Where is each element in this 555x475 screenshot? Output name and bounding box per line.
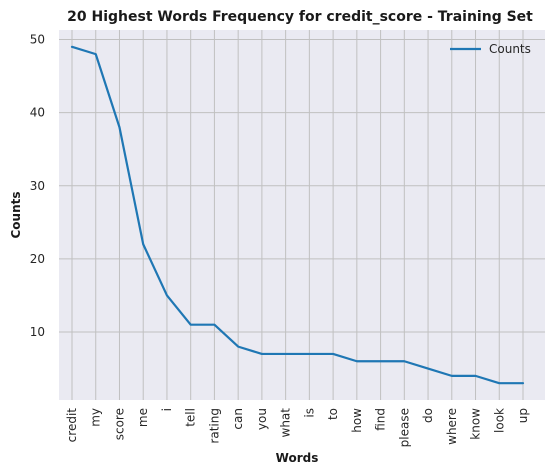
x-tick-labels: credit my score me i tell rating can you what is to… [65, 408, 530, 448]
x-tick-label: please [397, 408, 411, 447]
y-tick-label: 10 [30, 325, 45, 339]
y-tick-label: 50 [30, 33, 45, 47]
chart-title: 20 Highest Words Frequency for credit_sc… [67, 9, 533, 25]
x-tick-label: look [492, 408, 506, 433]
plot-area [59, 30, 545, 400]
series-line-counts [70, 45, 525, 385]
x-tick-label: rating [207, 408, 221, 444]
x-tick-label: you [255, 408, 269, 430]
y-tick-labels: 10 20 30 40 50 [30, 33, 45, 339]
x-tick-label: do [421, 408, 435, 423]
legend-label-counts: Counts [489, 42, 531, 56]
x-tick-label: up [516, 408, 530, 423]
legend: Counts [450, 42, 531, 56]
grid [59, 30, 545, 400]
y-tick-label: 30 [30, 179, 45, 193]
x-tick-label: my [89, 408, 103, 427]
x-tick-label: score [112, 408, 126, 440]
x-tick-label: i [160, 408, 174, 411]
y-axis-label: Counts [9, 191, 23, 238]
x-tick-label: credit [65, 408, 79, 443]
x-tick-label: tell [184, 408, 198, 427]
x-tick-label: how [350, 408, 364, 433]
x-axis-label: Words [276, 451, 319, 465]
x-tick-label: can [231, 408, 245, 430]
x-tick-label: is [302, 408, 316, 418]
x-tick-label: me [136, 408, 150, 427]
y-tick-label: 20 [30, 252, 45, 266]
x-tick-label: what [279, 408, 293, 438]
y-tick-label: 40 [30, 106, 45, 120]
x-tick-label: where [445, 408, 459, 445]
x-tick-label: know [469, 408, 483, 440]
x-tick-label: find [374, 408, 388, 431]
x-tick-label: to [326, 408, 340, 420]
